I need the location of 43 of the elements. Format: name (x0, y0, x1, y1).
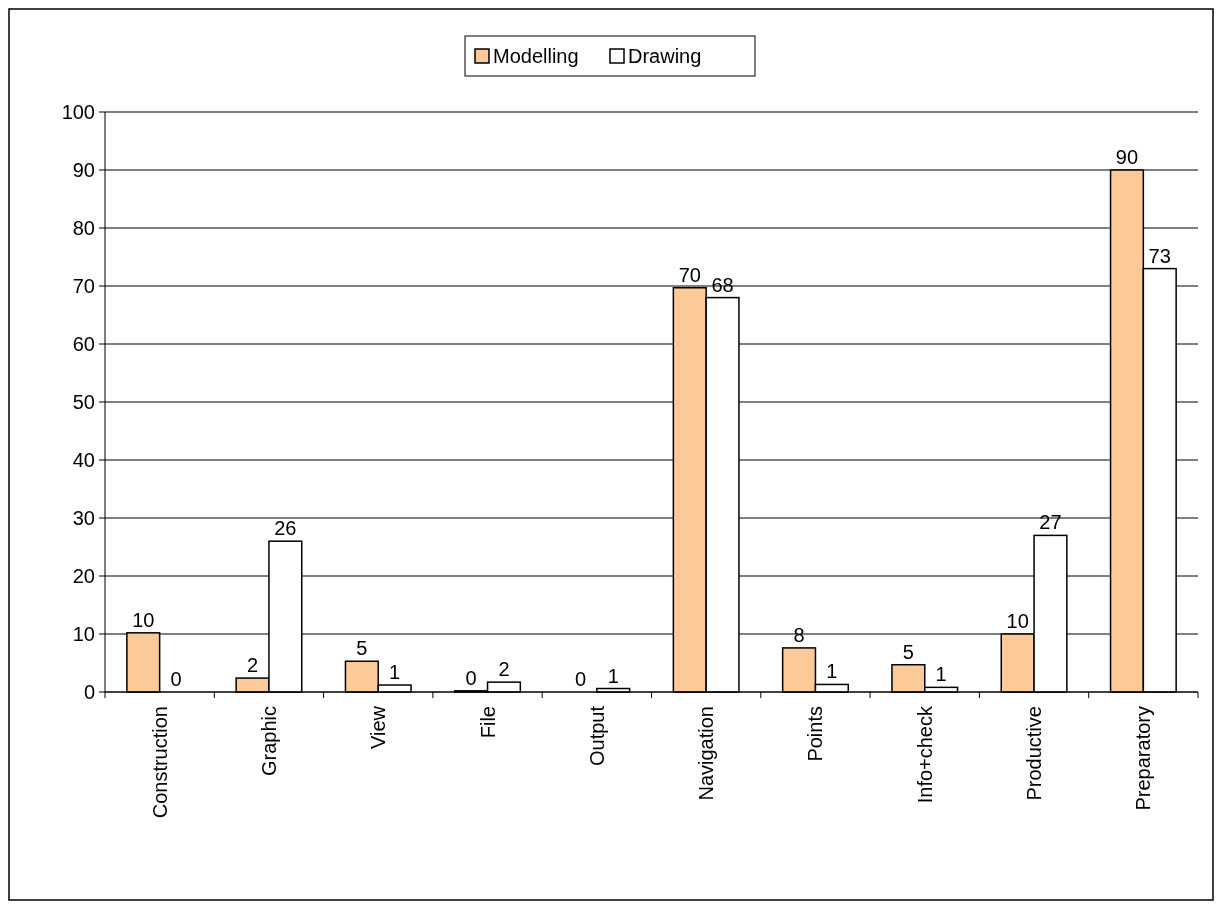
data-label: 70 (678, 263, 701, 286)
y-tick-label: 0 (83, 681, 95, 703)
data-label: 1 (935, 663, 947, 686)
data-label: 1 (389, 661, 401, 684)
x-tick-label: Output (585, 705, 608, 767)
data-label: 10 (132, 608, 155, 631)
data-label: 0 (465, 666, 477, 689)
data-label: 1 (607, 664, 619, 687)
y-tick-label: 80 (72, 217, 95, 239)
y-tick-label: 90 (72, 159, 95, 181)
x-tick-label: File (476, 706, 499, 739)
y-tick-label: 20 (72, 565, 95, 587)
data-label: 68 (711, 273, 734, 296)
x-tick-label: Info+check (913, 705, 936, 804)
y-tick-label: 60 (72, 333, 95, 355)
data-label: 90 (1115, 146, 1139, 168)
data-label: 27 (1039, 511, 1062, 534)
y-tick-label: 70 (72, 275, 95, 297)
data-label: 5 (356, 637, 368, 660)
data-label: 5 (902, 640, 914, 663)
y-tick-label: 50 (72, 391, 95, 413)
data-label: 26 (274, 517, 297, 540)
legend-label: Modelling (493, 45, 579, 67)
x-tick-label: Graphic (257, 706, 280, 777)
y-tick-label: 30 (72, 507, 95, 529)
y-tick-label: 100 (61, 101, 95, 123)
data-label: 10 (1006, 610, 1029, 632)
data-label: 8 (793, 623, 805, 646)
x-tick-label: Points (804, 706, 827, 762)
data-label: 0 (170, 668, 182, 690)
x-tick-label: View (367, 705, 390, 749)
data-label: 73 (1148, 244, 1171, 267)
legend-label: Drawing (628, 45, 702, 67)
data-label: 2 (246, 654, 259, 677)
data-label: 1 (826, 660, 838, 683)
x-tick-label: Productive (1023, 706, 1046, 801)
data-label: 0 (574, 668, 587, 690)
data-label: 2 (498, 658, 510, 681)
y-tick-label: 40 (72, 449, 95, 471)
x-tick-label: Navigation (695, 706, 718, 801)
x-tick-label: Construction (148, 706, 171, 819)
x-tick-label: Preparatory (1132, 706, 1155, 811)
y-tick-label: 10 (72, 623, 95, 645)
